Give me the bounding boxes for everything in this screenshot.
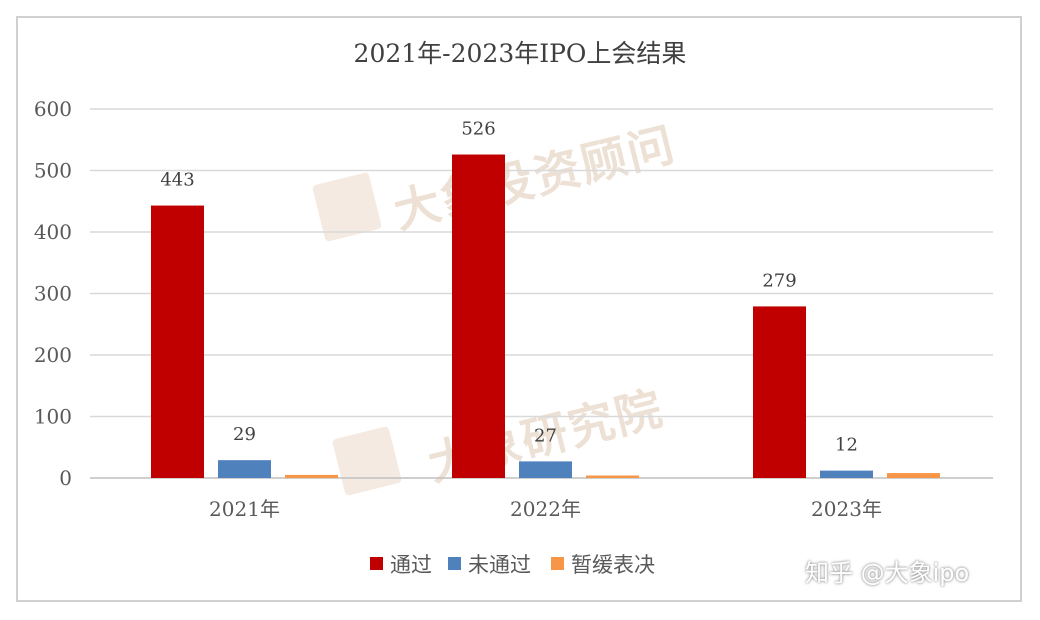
bar bbox=[586, 475, 639, 478]
bar bbox=[452, 154, 505, 478]
chart-title: 2021年-2023年IPO上会结果 bbox=[354, 39, 687, 68]
bar bbox=[519, 461, 572, 478]
y-tick-label: 100 bbox=[34, 405, 72, 429]
data-label: 27 bbox=[534, 425, 557, 446]
y-tick-label: 400 bbox=[34, 220, 72, 244]
legend-swatch bbox=[370, 557, 383, 570]
bar bbox=[218, 460, 271, 478]
data-label: 12 bbox=[835, 435, 858, 456]
legend-label: 通过 bbox=[390, 553, 432, 577]
x-tick-label: 2022年 bbox=[510, 497, 581, 521]
y-tick-label: 0 bbox=[59, 466, 72, 490]
bar bbox=[820, 470, 873, 478]
bar bbox=[887, 473, 940, 478]
bar bbox=[151, 205, 204, 478]
y-axis-ticks: 0 100 200 300 400 500 600 bbox=[34, 97, 72, 490]
credit-watermark: 知乎 @大象ipo bbox=[805, 559, 970, 587]
gridlines bbox=[90, 108, 993, 479]
bar bbox=[285, 474, 338, 478]
legend-label: 暂缓表决 bbox=[571, 553, 655, 577]
x-tick-label: 2023年 bbox=[811, 497, 882, 521]
x-tick-label: 2021年 bbox=[209, 497, 280, 521]
y-tick-label: 200 bbox=[34, 343, 72, 367]
data-label: 29 bbox=[233, 424, 256, 445]
bar bbox=[753, 306, 806, 478]
legend-label: 未通过 bbox=[468, 553, 531, 577]
y-tick-label: 600 bbox=[34, 97, 72, 121]
legend-swatch bbox=[551, 557, 564, 570]
legend: 通过 未通过 暂缓表决 bbox=[370, 553, 655, 577]
legend-swatch bbox=[448, 557, 461, 570]
data-label: 526 bbox=[461, 119, 495, 140]
y-tick-label: 300 bbox=[34, 282, 72, 306]
data-label: 443 bbox=[160, 170, 194, 191]
x-axis-ticks: 2021年 2022年 2023年 bbox=[209, 497, 882, 521]
data-label: 279 bbox=[762, 270, 796, 291]
y-tick-label: 500 bbox=[34, 159, 72, 183]
bars bbox=[151, 154, 940, 478]
data-labels: 443 29 526 27 279 12 bbox=[160, 119, 858, 456]
